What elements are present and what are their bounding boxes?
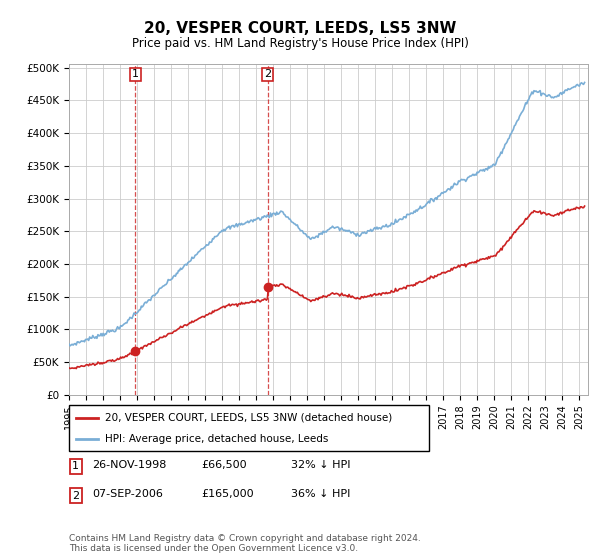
FancyBboxPatch shape — [70, 459, 82, 474]
Text: 20, VESPER COURT, LEEDS, LS5 3NW: 20, VESPER COURT, LEEDS, LS5 3NW — [144, 21, 456, 36]
Text: 1: 1 — [132, 69, 139, 80]
Text: 32% ↓ HPI: 32% ↓ HPI — [291, 460, 350, 470]
Text: £66,500: £66,500 — [201, 460, 247, 470]
Text: £165,000: £165,000 — [201, 489, 254, 499]
Text: HPI: Average price, detached house, Leeds: HPI: Average price, detached house, Leed… — [105, 435, 328, 444]
Text: 26-NOV-1998: 26-NOV-1998 — [92, 460, 166, 470]
FancyBboxPatch shape — [69, 405, 429, 451]
Text: 07-SEP-2006: 07-SEP-2006 — [92, 489, 163, 499]
Text: Contains HM Land Registry data © Crown copyright and database right 2024.
This d: Contains HM Land Registry data © Crown c… — [69, 534, 421, 553]
Text: 1: 1 — [72, 461, 79, 472]
Text: Price paid vs. HM Land Registry's House Price Index (HPI): Price paid vs. HM Land Registry's House … — [131, 37, 469, 50]
Text: 20, VESPER COURT, LEEDS, LS5 3NW (detached house): 20, VESPER COURT, LEEDS, LS5 3NW (detach… — [105, 413, 392, 423]
Text: 2: 2 — [72, 491, 79, 501]
Text: 36% ↓ HPI: 36% ↓ HPI — [291, 489, 350, 499]
Text: 2: 2 — [264, 69, 271, 80]
FancyBboxPatch shape — [70, 488, 82, 503]
